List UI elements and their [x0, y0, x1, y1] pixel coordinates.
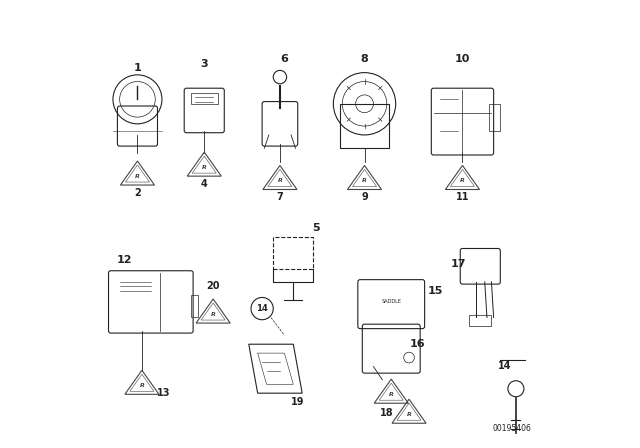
Text: R: R [362, 178, 367, 183]
Bar [489, 104, 500, 130]
Bar [273, 237, 314, 268]
Text: R: R [211, 311, 216, 317]
Bar [191, 295, 198, 318]
Text: 19: 19 [291, 397, 305, 407]
Text: 15: 15 [428, 286, 444, 296]
Text: 20: 20 [206, 281, 220, 291]
Text: R: R [140, 383, 145, 388]
Text: 11: 11 [456, 192, 469, 202]
Text: 14: 14 [498, 362, 511, 371]
Text: 9: 9 [361, 192, 368, 202]
Text: 14: 14 [256, 304, 268, 313]
Text: 10: 10 [455, 54, 470, 64]
Bar [191, 93, 218, 104]
Bar [469, 315, 492, 327]
Text: 8: 8 [361, 54, 369, 64]
Bar [340, 104, 389, 148]
Text: 2: 2 [134, 188, 141, 198]
Text: R: R [135, 173, 140, 178]
Text: 7: 7 [276, 192, 284, 202]
Text: 13: 13 [157, 388, 171, 398]
Text: R: R [406, 412, 412, 417]
Text: 00195406: 00195406 [492, 424, 531, 433]
Text: R: R [278, 178, 282, 183]
Text: 3: 3 [200, 59, 208, 69]
Text: 12: 12 [116, 254, 132, 265]
Text: SADDLE: SADDLE [381, 299, 401, 304]
Text: R: R [388, 392, 394, 396]
Text: 5: 5 [312, 224, 319, 233]
Text: 18: 18 [380, 408, 394, 418]
Text: R: R [202, 164, 207, 170]
Text: 6: 6 [280, 54, 288, 64]
Text: 17: 17 [451, 259, 466, 269]
Text: R: R [460, 178, 465, 183]
Text: 1: 1 [134, 63, 141, 73]
Text: 4: 4 [201, 179, 207, 189]
Text: 16: 16 [410, 339, 426, 349]
